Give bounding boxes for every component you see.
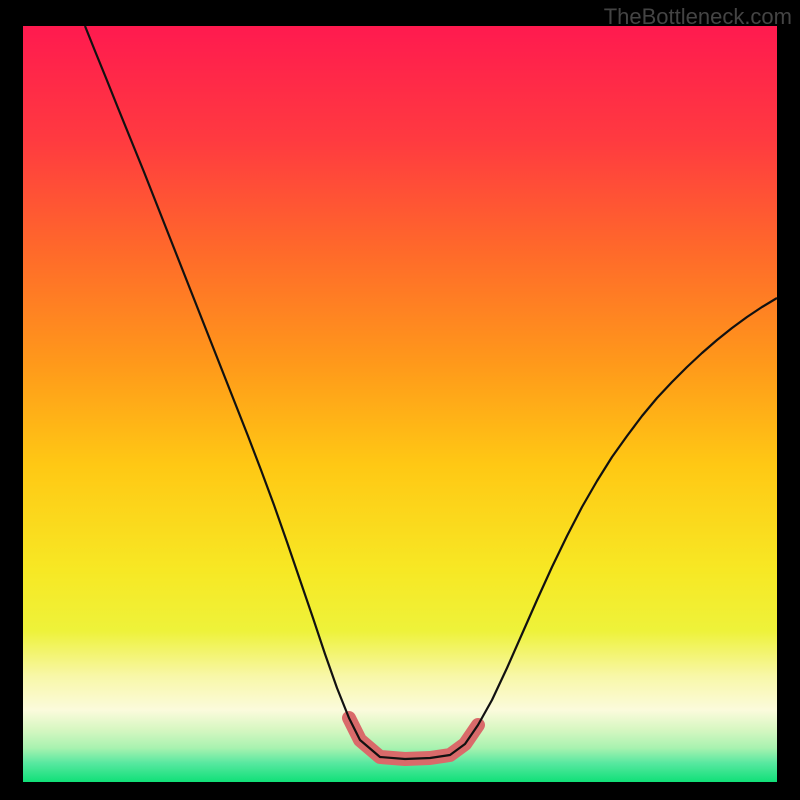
bottleneck-chart (0, 0, 800, 800)
chart-container: TheBottleneck.com (0, 0, 800, 800)
watermark-text: TheBottleneck.com (604, 4, 792, 30)
plot-area (23, 26, 777, 782)
